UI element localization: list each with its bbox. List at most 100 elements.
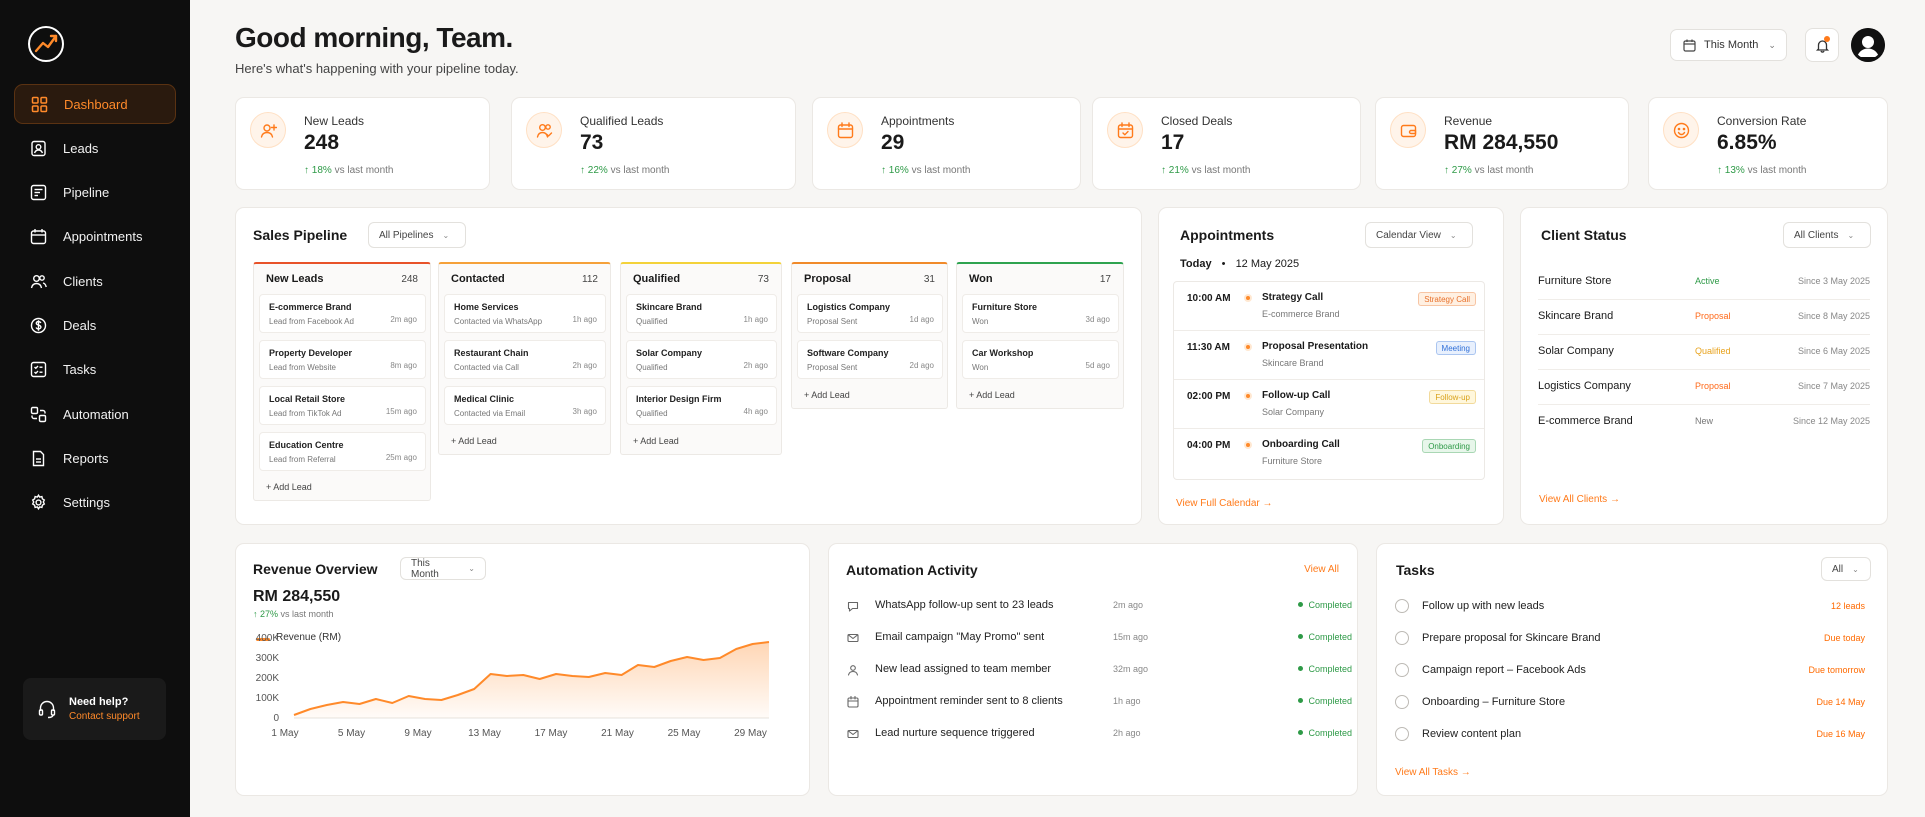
today-label: Today [1180,258,1212,270]
view-all-automation-link[interactable]: View All [1304,564,1339,575]
logo-icon[interactable] [27,25,65,63]
view-all-tasks-link[interactable]: View All Tasks → [1395,767,1471,778]
arrow-right-icon: → [1609,494,1620,505]
sidebar-nav: Dashboard Leads Pipeline Appointments Cl… [14,84,176,527]
calendar-view-select[interactable]: Calendar View ⌄ [1365,222,1473,248]
lead-card[interactable]: Skincare Brand Qualified 1h ago [626,294,777,333]
sidebar-item-dashboard[interactable]: Dashboard [14,84,176,124]
client-row[interactable]: E-commerce Brand New Since 12 May 2025 [1538,405,1870,440]
report-icon [32,450,45,467]
trend-up-icon: ↑ [1161,165,1169,176]
task-checkbox[interactable] [1395,727,1409,741]
appointment-row[interactable]: 11:30 AM Proposal Presentation Skincare Br… [1174,331,1484,380]
add-lead-button[interactable]: + Add Lead [969,390,1015,400]
stat-card: Conversion Rate 6.85% ↑ 13% vs last month [1648,97,1888,190]
appointment-row[interactable]: 04:00 PM Onboarding Call Furniture Store On… [1174,429,1484,478]
lead-card[interactable]: Software Company Proposal Sent 2d ago [797,340,943,379]
lead-name: Solar Company [636,348,703,358]
task-checkbox[interactable] [1395,599,1409,613]
lead-card[interactable]: Property Developer Lead from Website 8m ag… [259,340,426,379]
sidebar-item-pipeline[interactable]: Pipeline [14,173,176,213]
client-row[interactable]: Furniture Store Active Since 3 May 2025 [1538,265,1870,300]
appointment-row[interactable]: 02:00 PM Follow-up Call Solar Company Follo… [1174,380,1484,429]
tasks-filter-select[interactable]: All ⌄ [1821,557,1871,581]
lead-card[interactable]: Medical Clinic Contacted via Email 3h ago [444,386,606,425]
stat-label: Revenue [1444,114,1493,128]
lead-card[interactable]: Interior Design Firm Qualified 4h ago [626,386,777,425]
lead-card[interactable]: Logistics Company Proposal Sent 1d ago [797,294,943,333]
client-row[interactable]: Skincare Brand Proposal Since 8 May 2025 [1538,300,1870,335]
automation-activity-panel: Automation Activity View All WhatsApp fo… [828,543,1358,796]
appointment-dot-icon [1244,343,1252,351]
lead-card[interactable]: Local Retail Store Lead from TikTok Ad 15m… [259,386,426,425]
stat-card: Revenue RM 284,550 ↑ 27% vs last month [1375,97,1629,190]
appointment-time: 11:30 AM [1187,342,1230,353]
lead-card[interactable]: Car Workshop Won 5d ago [962,340,1119,379]
lead-card[interactable]: Solar Company Qualified 2h ago [626,340,777,379]
add-lead-button[interactable]: + Add Lead [451,436,497,446]
lead-card[interactable]: Furniture Store Won 3d ago [962,294,1119,333]
sidebar-item-reports[interactable]: Reports [14,438,176,478]
chevron-down-icon: ⌄ [1852,564,1859,574]
automation-status: Completed [1298,600,1352,610]
client-row[interactable]: Solar Company Qualified Since 6 May 2025 [1538,335,1870,370]
sidebar-item-automation[interactable]: Automation [14,394,176,434]
sidebar-item-tasks[interactable]: Tasks [14,350,176,390]
revenue-area [294,642,769,718]
appointment-row[interactable]: 10:00 AM Strategy Call E-commerce Brand Str… [1174,282,1484,331]
notifications-button[interactable] [1805,28,1839,62]
task-checkbox[interactable] [1395,631,1409,645]
lead-name: Restaurant Chain [454,348,529,358]
notification-dot [1824,36,1830,42]
pipeline-column-name: Qualified [633,273,681,285]
pipeline-column-header: Qualified 73 [621,264,781,294]
sidebar-item-clients[interactable]: Clients [14,261,176,301]
automation-text: WhatsApp follow-up sent to 23 leads [875,599,1054,611]
add-lead-button[interactable]: + Add Lead [804,390,850,400]
automation-row: New lead assigned to team member 32m ago C… [847,654,1352,686]
stat-value: 248 [304,131,340,154]
stat-delta-value: 27% [1451,165,1472,176]
client-name: Logistics Company [1538,380,1631,392]
sidebar-item-label: Tasks [63,362,97,378]
sidebar-item-label: Pipeline [63,185,110,201]
client-status: New [1695,416,1714,426]
client-name: E-commerce Brand [1538,415,1633,427]
chevron-down-icon: ⌄ [1768,39,1776,50]
pipeline-column-name: Won [969,273,993,285]
view-all-clients-link[interactable]: View All Clients → [1539,494,1620,505]
task-checkbox[interactable] [1395,663,1409,677]
pipeline-column-header: Proposal 31 [792,264,947,294]
avatar[interactable] [1851,28,1885,62]
revenue-overview-panel: Revenue Overview This Month ⌄ RM 284,550 … [235,543,810,796]
period-select[interactable]: This Month ⌄ [1670,29,1787,61]
sales-pipeline-panel: Sales Pipeline All Pipelines ⌄ New Leads 2… [235,207,1142,525]
client-name: Furniture Store [1538,275,1612,287]
sidebar-item-settings[interactable]: Settings [14,483,176,523]
sidebar-item-leads[interactable]: Leads [14,128,176,168]
client-row[interactable]: Logistics Company Proposal Since 7 May 202… [1538,370,1870,405]
task-text: Review content plan [1422,728,1522,740]
view-full-calendar-link[interactable]: View Full Calendar → [1176,498,1273,509]
appointment-time: 04:00 PM [1187,440,1231,451]
lead-source: Won [972,363,989,372]
lead-card[interactable]: Education Centre Lead from Referral 25m ag… [259,432,426,471]
trend-up-icon: ↑ [881,165,889,176]
dollar-icon [30,317,47,334]
lead-card[interactable]: Restaurant Chain Contacted via Call 2h ago [444,340,606,379]
lead-card[interactable]: Home Services Contacted via WhatsApp 1h ag… [444,294,606,333]
client-since: Since 6 May 2025 [1797,346,1870,356]
add-lead-button[interactable]: + Add Lead [633,436,679,446]
client-status-panel: Client Status All Clients ⌄ Furniture Sto… [1520,207,1888,525]
sidebar-item-appointments[interactable]: Appointments [14,217,176,257]
contact-support-link[interactable]: Contact support [69,711,140,722]
lead-name: E-commerce Brand [269,302,352,312]
revenue-period-select[interactable]: This Month ⌄ [400,557,486,580]
lead-card[interactable]: E-commerce Brand Lead from Facebook Ad 2m … [259,294,426,333]
add-lead-button[interactable]: + Add Lead [266,482,312,492]
pipeline-filter-select[interactable]: All Pipelines ⌄ [368,222,466,248]
sidebar-item-deals[interactable]: Deals [14,305,176,345]
client-filter-select[interactable]: All Clients ⌄ [1783,222,1871,248]
task-checkbox[interactable] [1395,695,1409,709]
appointment-client: E-commerce Brand [1262,309,1340,319]
